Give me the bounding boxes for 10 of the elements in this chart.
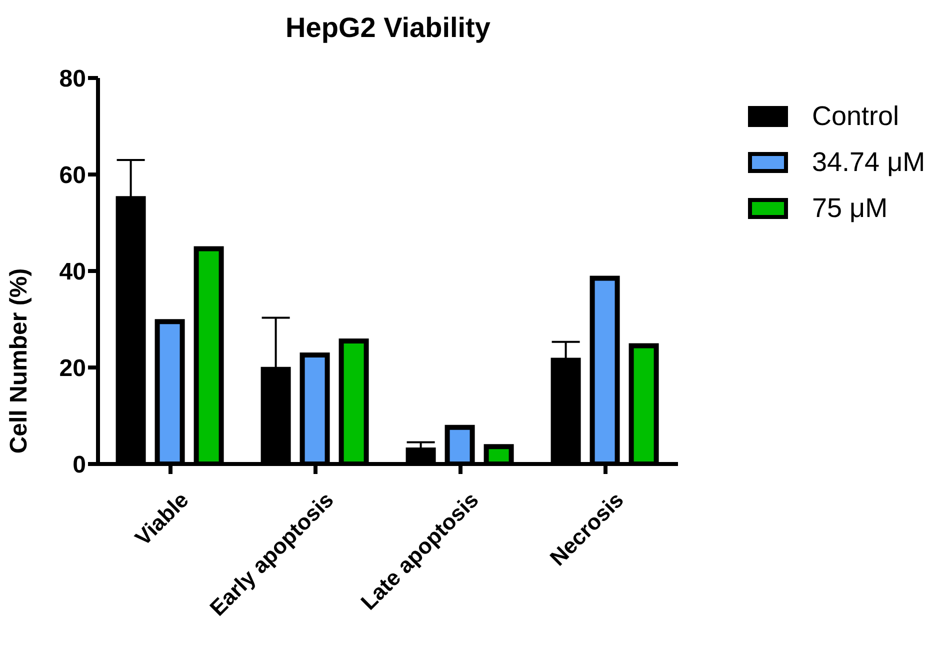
- y-tick-label: 20: [59, 355, 86, 382]
- y-tick-label: 60: [59, 162, 86, 190]
- y-tick-label: 80: [59, 66, 86, 93]
- legend-label: 75 μM: [812, 192, 888, 224]
- legend-label: 34.74 μM: [812, 146, 926, 178]
- y-tick-label: 0: [72, 452, 86, 479]
- legend-label: Control: [812, 100, 900, 132]
- y-tick-label: 40: [59, 258, 86, 286]
- chart-title: HepG2 Viability: [284, 12, 492, 44]
- y-axis-title: Cell Number (%): [6, 268, 33, 454]
